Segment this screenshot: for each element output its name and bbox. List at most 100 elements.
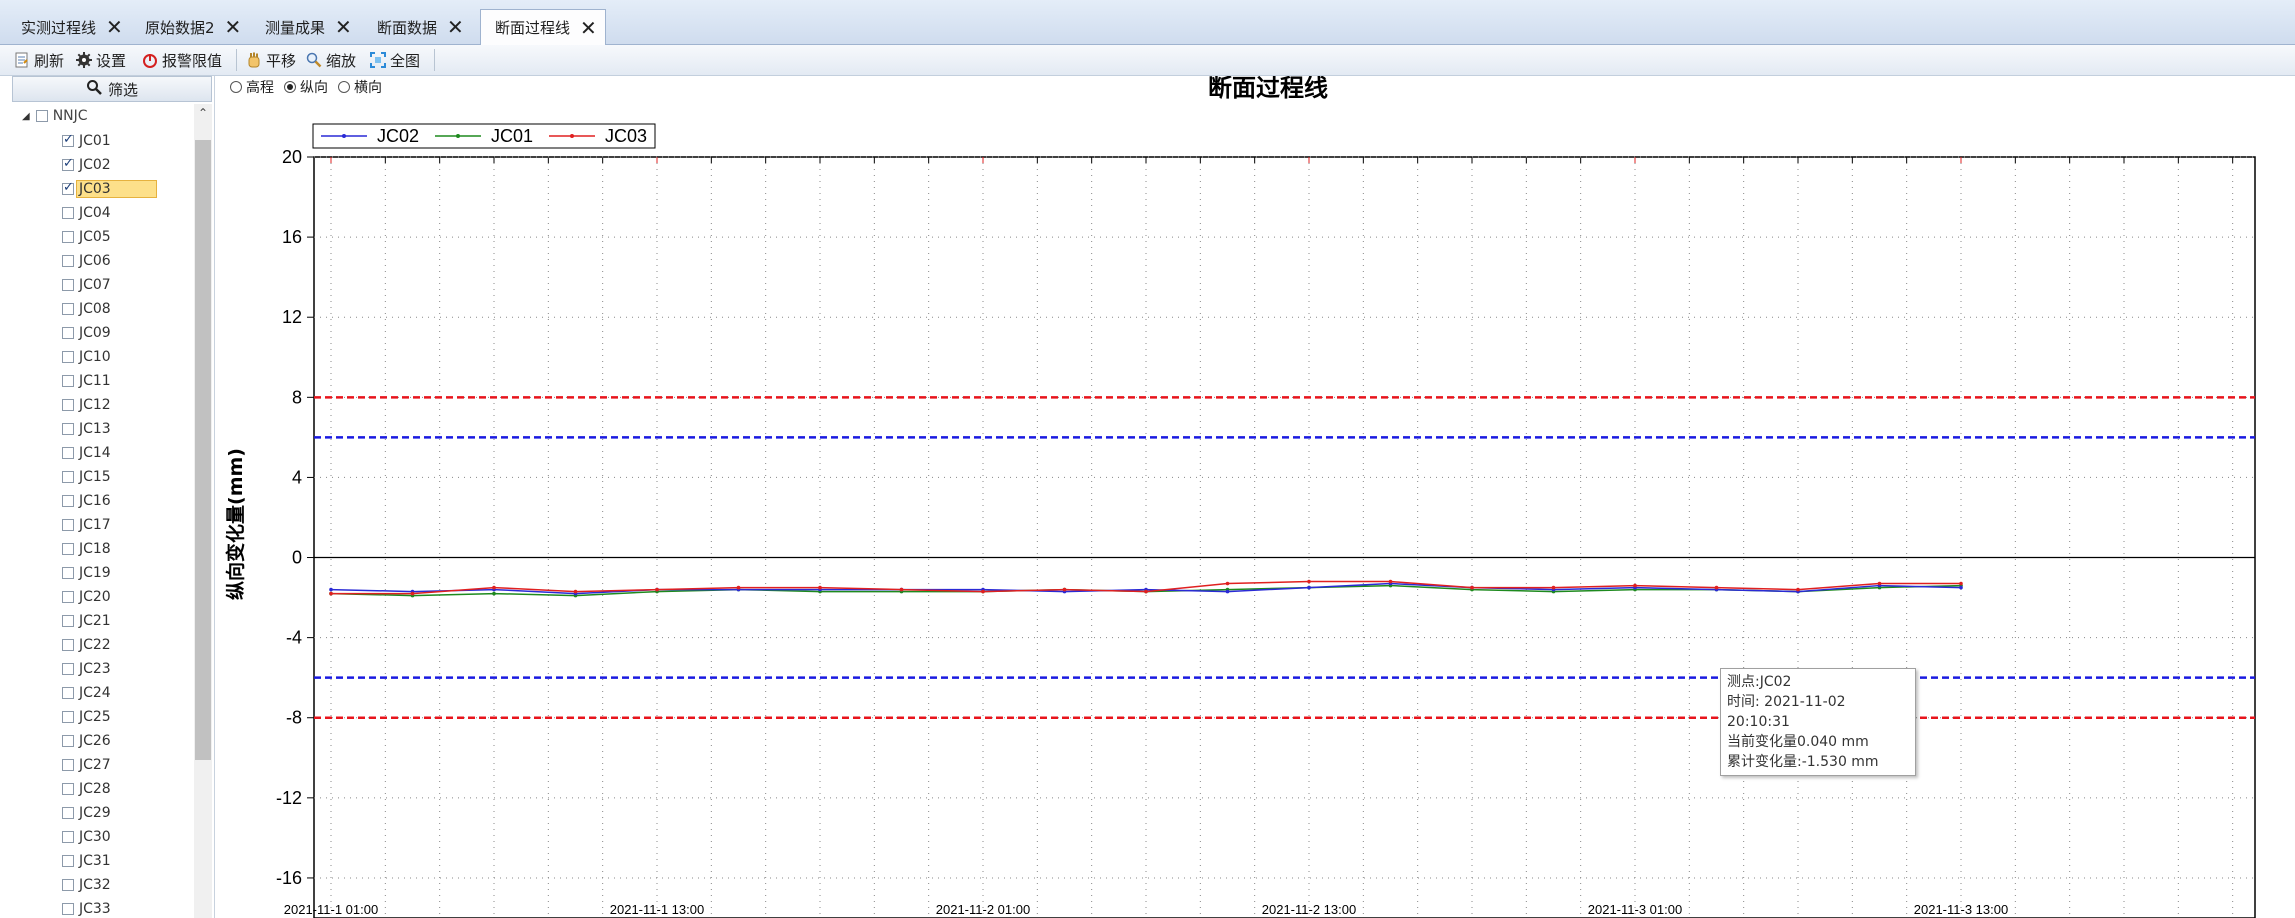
data-point[interactable] <box>1307 579 1311 584</box>
scroll-up-icon[interactable]: ⌃ <box>197 106 209 120</box>
data-point[interactable] <box>818 585 822 590</box>
tree-item[interactable]: JC33 <box>62 898 111 918</box>
tree-item-checkbox[interactable] <box>62 495 74 507</box>
data-point[interactable] <box>573 589 578 594</box>
tree-item-checkbox[interactable] <box>62 519 74 531</box>
data-point[interactable] <box>1144 589 1148 594</box>
refresh-button[interactable]: 刷新 <box>14 48 64 72</box>
data-point[interactable] <box>1062 587 1067 592</box>
tree-item[interactable]: JC12 <box>62 394 111 416</box>
tree-item[interactable]: JC05 <box>62 226 111 248</box>
tab-measured-process[interactable]: 实测过程线 ✕ <box>6 10 132 43</box>
data-point[interactable] <box>1633 583 1637 588</box>
tree-scrollbar[interactable]: ⌃ <box>194 104 212 918</box>
tree-item[interactable]: JC27 <box>62 754 111 776</box>
tree-item[interactable]: JC30 <box>62 826 111 848</box>
tree-item-checkbox[interactable] <box>62 639 74 651</box>
filter-button[interactable]: 筛选 <box>12 76 212 102</box>
tree-item[interactable]: JC26 <box>62 730 111 752</box>
option-transverse[interactable]: 横向 <box>338 77 382 97</box>
data-point[interactable] <box>329 587 333 592</box>
data-point[interactable] <box>1225 581 1230 586</box>
tree-item[interactable]: JC29 <box>62 802 111 824</box>
tree-item[interactable]: JC22 <box>62 634 111 656</box>
data-point[interactable] <box>1470 585 1474 590</box>
data-point[interactable] <box>1388 579 1393 584</box>
data-point[interactable] <box>736 585 741 590</box>
radio-longitudinal[interactable] <box>284 81 296 93</box>
tree-item[interactable]: JC13 <box>62 418 111 440</box>
tree-item-checkbox[interactable] <box>62 132 74 147</box>
tree-item-checkbox[interactable] <box>62 615 74 627</box>
full-view-button[interactable]: 全图 <box>370 48 420 72</box>
tree-item-checkbox[interactable] <box>62 831 74 843</box>
data-point[interactable] <box>1551 585 1556 590</box>
tree-item-checkbox[interactable] <box>62 855 74 867</box>
tree-item-checkbox[interactable] <box>62 879 74 891</box>
data-point[interactable] <box>1225 589 1230 594</box>
tree-item-checkbox[interactable] <box>62 807 74 819</box>
tree-item[interactable]: JC06 <box>62 250 111 272</box>
data-point[interactable] <box>981 589 985 594</box>
tree-item[interactable]: JC17 <box>62 514 111 536</box>
tree-item-checkbox[interactable] <box>62 156 74 171</box>
data-point[interactable] <box>1307 585 1311 590</box>
tree-item[interactable]: JC25 <box>62 706 111 728</box>
data-point[interactable] <box>1877 581 1882 586</box>
option-longitudinal[interactable]: 纵向 <box>284 77 328 97</box>
tree-item[interactable]: JC11 <box>62 370 111 392</box>
option-elevation[interactable]: 高程 <box>230 77 274 97</box>
tree-item-checkbox[interactable] <box>62 783 74 795</box>
data-point[interactable] <box>329 591 333 596</box>
close-icon[interactable]: ✕ <box>106 15 123 39</box>
tree-item[interactable]: JC21 <box>62 610 111 632</box>
process-line-chart[interactable]: 断面过程线 纵向变化量(mm) 20 16 12 8 4 0 -4 -8 -12 -16 2021-… <box>216 76 2295 918</box>
expand-triangle-icon[interactable]: ◢ <box>22 110 30 122</box>
tree-item[interactable]: JC08 <box>62 298 111 320</box>
data-point[interactable] <box>1959 585 1963 590</box>
tree-item-checkbox[interactable] <box>62 279 74 291</box>
tree-item[interactable]: JC32 <box>62 874 111 896</box>
data-point[interactable] <box>410 591 415 596</box>
tab-raw-data-2[interactable]: 原始数据2 ✕ <box>130 10 250 43</box>
tree-item[interactable]: JC18 <box>62 538 111 560</box>
tab-section-process[interactable]: 断面过程线 ✕ <box>480 9 606 45</box>
radio-transverse[interactable] <box>338 81 350 93</box>
tree-item[interactable]: JC03 <box>62 178 157 200</box>
data-point[interactable] <box>899 587 904 592</box>
close-icon[interactable]: ✕ <box>580 15 597 40</box>
tree-item-checkbox[interactable] <box>62 351 74 363</box>
tree-item[interactable]: JC19 <box>62 562 111 584</box>
tree-item-checkbox[interactable] <box>62 759 74 771</box>
close-icon[interactable]: ✕ <box>335 15 352 39</box>
settings-button[interactable]: 设置 <box>76 48 126 72</box>
tree-item-checkbox[interactable] <box>62 663 74 675</box>
tree-item[interactable]: JC07 <box>62 274 111 296</box>
zoom-button[interactable]: 缩放 <box>306 48 356 72</box>
data-point[interactable] <box>1959 581 1963 586</box>
tree-item-checkbox[interactable] <box>62 591 74 603</box>
tree-item-checkbox[interactable] <box>62 447 74 459</box>
tree-item[interactable]: JC24 <box>62 682 111 704</box>
data-point[interactable] <box>1796 587 1800 592</box>
tree-item[interactable]: JC10 <box>62 346 111 368</box>
tab-section-data[interactable]: 断面数据 ✕ <box>362 10 473 43</box>
tree-item-checkbox[interactable] <box>62 687 74 699</box>
root-checkbox[interactable] <box>35 110 48 122</box>
tree-item[interactable]: JC01 <box>62 130 111 152</box>
tree-item[interactable]: JC23 <box>62 658 111 680</box>
tree-item[interactable]: JC31 <box>62 850 111 872</box>
tree-item[interactable]: JC04 <box>62 202 111 224</box>
tree-item-checkbox[interactable] <box>62 180 74 195</box>
tree-item-checkbox[interactable] <box>62 207 74 219</box>
data-point[interactable] <box>1714 585 1719 590</box>
tree-item[interactable]: JC02 <box>62 154 111 176</box>
tree-item-checkbox[interactable] <box>62 375 74 387</box>
radio-elevation[interactable] <box>230 81 242 93</box>
tree-item-checkbox[interactable] <box>62 735 74 747</box>
tree-item[interactable]: JC15 <box>62 466 111 488</box>
tree-item-checkbox[interactable] <box>62 471 74 483</box>
close-icon[interactable]: ✕ <box>224 15 242 39</box>
tree-item-checkbox[interactable] <box>62 399 74 411</box>
close-icon[interactable]: ✕ <box>447 15 464 39</box>
